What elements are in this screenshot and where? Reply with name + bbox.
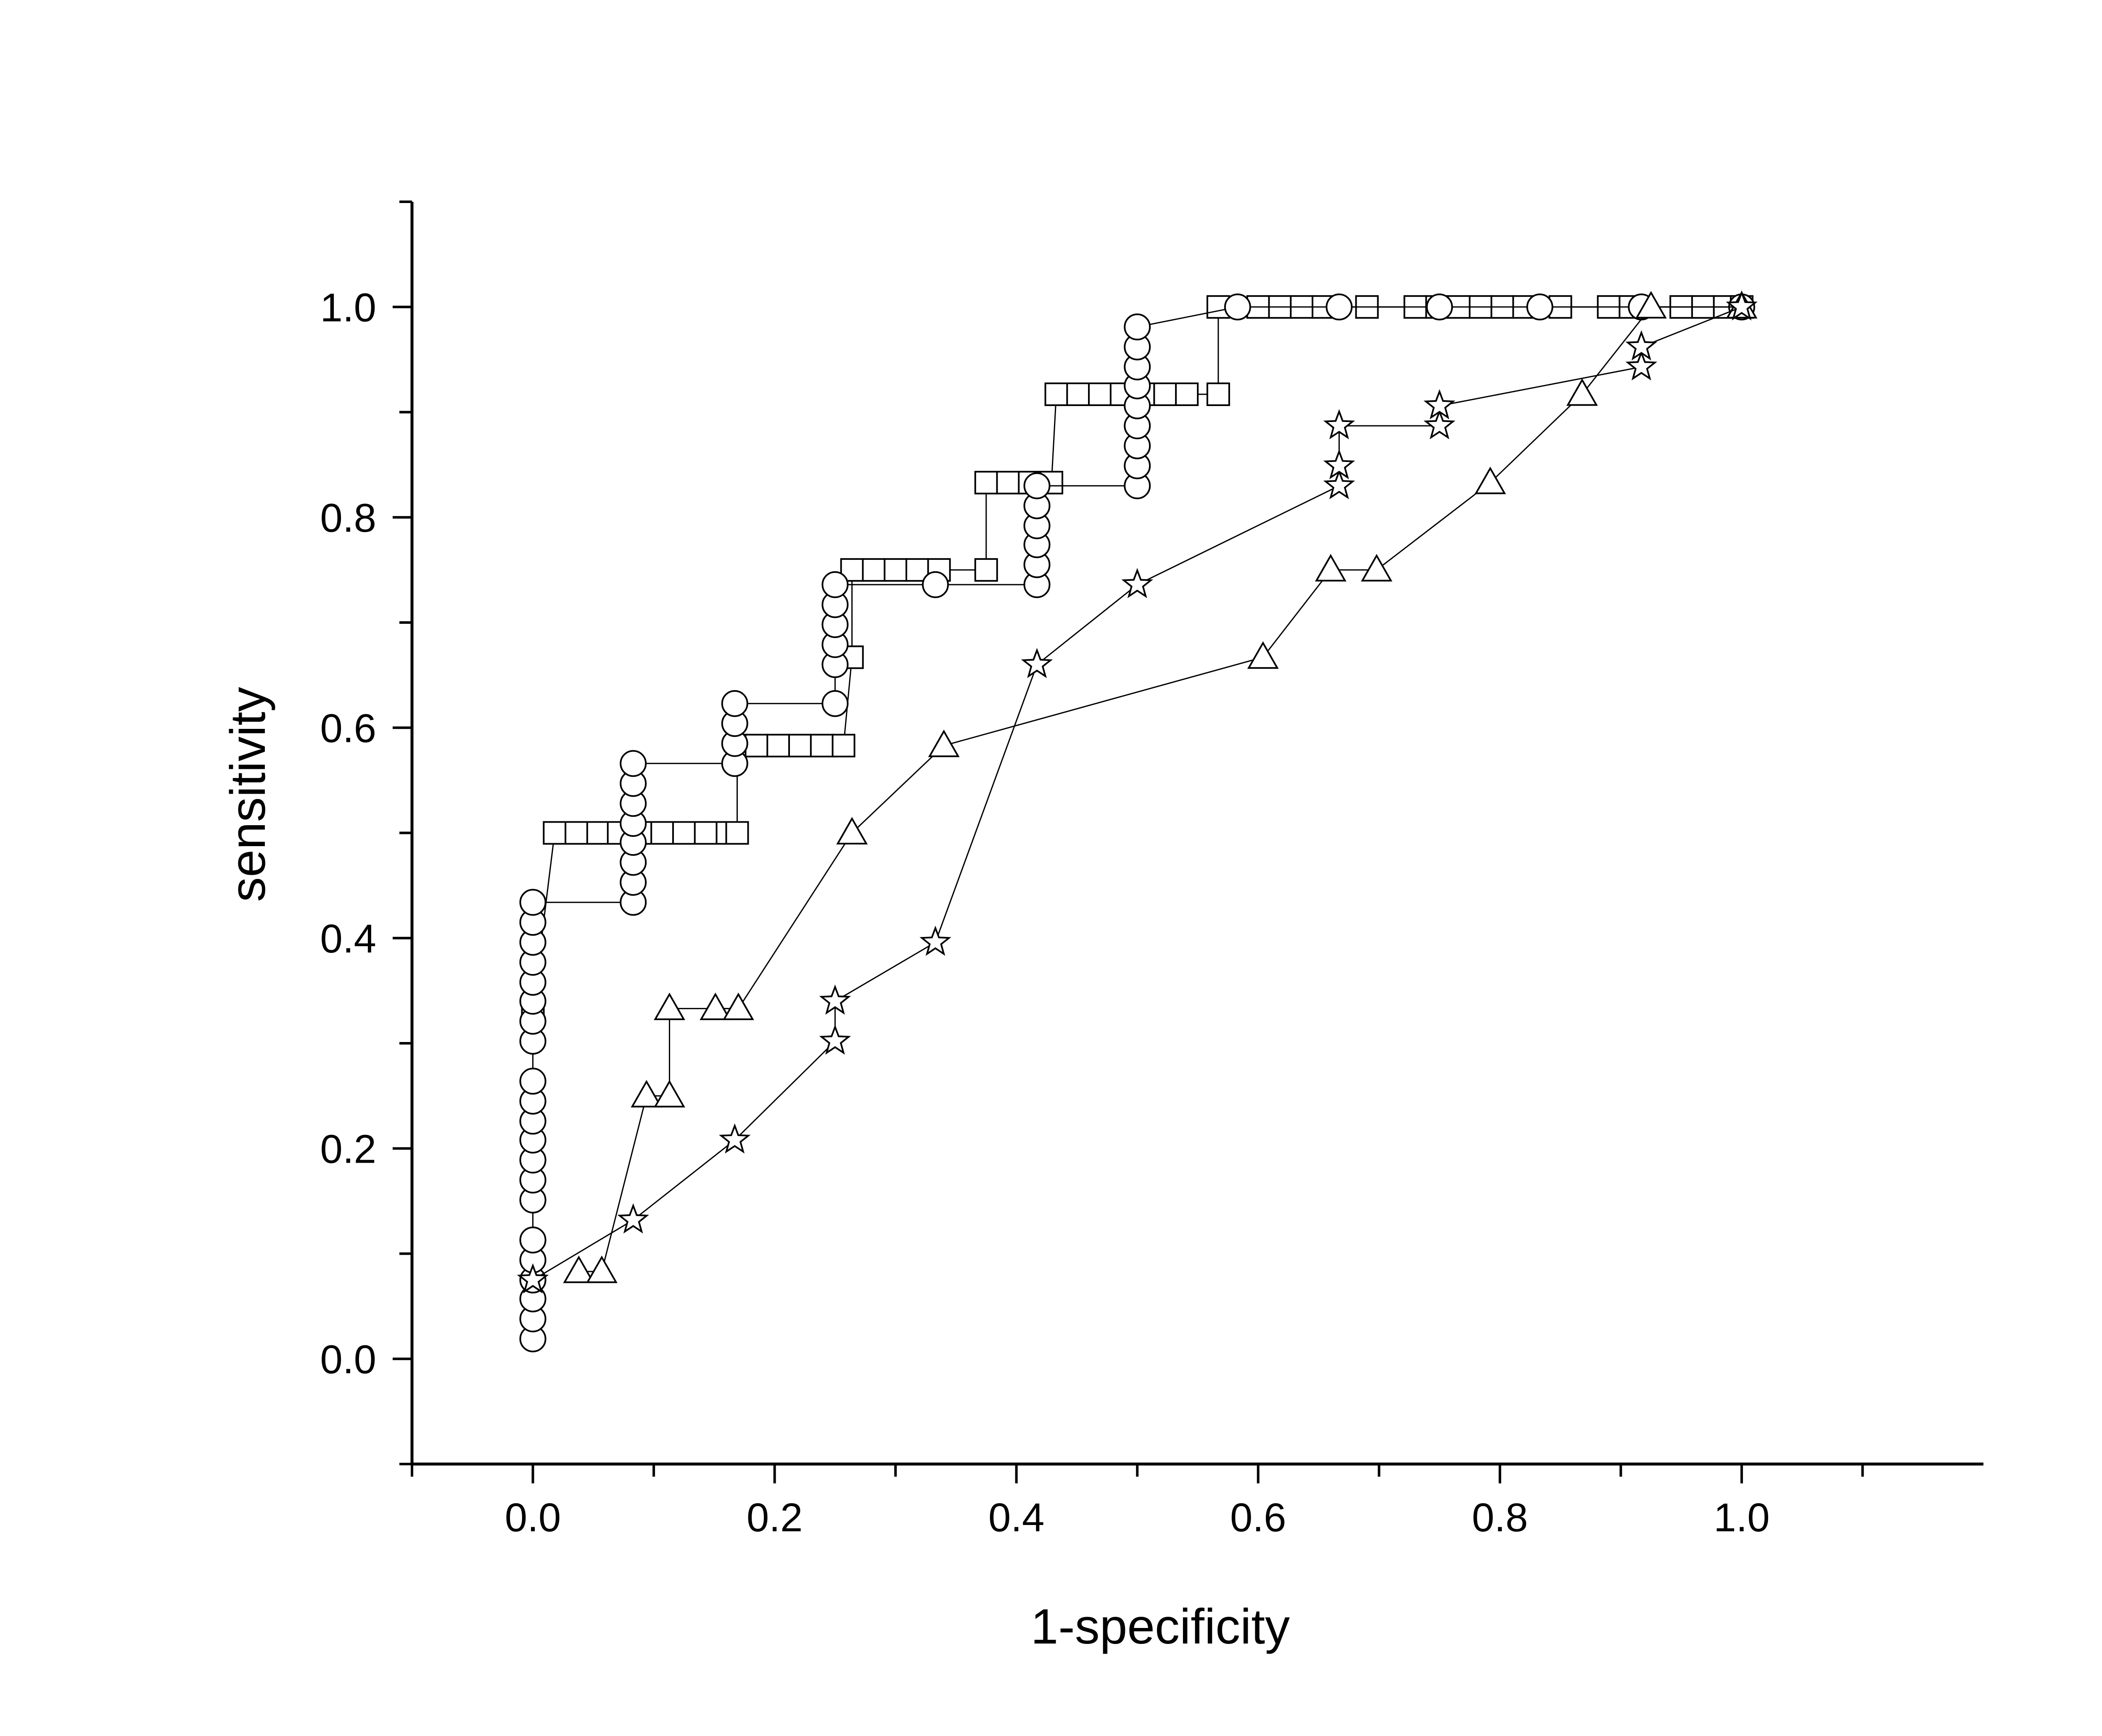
x-tick-label: 0.4 (988, 1495, 1044, 1540)
triangle-series-line (578, 306, 1742, 1272)
y-tick-label: 0.2 (320, 1127, 376, 1171)
axes: 0.0 0.2 0.4 0.6 0.8 1.0 0.0 0.2 0.4 0.6 0.8 1.0 (320, 201, 1983, 1540)
triangle-point (586, 1256, 618, 1283)
square-point (974, 471, 998, 495)
square-point (974, 558, 998, 582)
star-point (1323, 409, 1355, 440)
triangle-point (654, 1080, 685, 1108)
triangle-point (928, 729, 960, 757)
x-tick-label: 0.0 (505, 1495, 561, 1540)
x-axis-label: 1-specificity (1031, 1599, 1290, 1654)
square-point (1175, 382, 1199, 406)
triangle-point (1635, 291, 1667, 319)
square-point (884, 558, 908, 582)
square-point (672, 821, 696, 845)
star-point (1423, 409, 1455, 440)
y-tick-label: 0.4 (320, 916, 376, 961)
square-point (745, 733, 768, 757)
triangle-point (700, 992, 731, 1020)
triangle-point (1315, 554, 1347, 582)
square-point (862, 558, 886, 582)
plot-area (517, 290, 1758, 1353)
y-tick-label: 1.0 (320, 285, 376, 330)
x-tick-label: 0.6 (1230, 1495, 1286, 1540)
star-series-line (532, 306, 1742, 1281)
triangle-point (722, 992, 754, 1020)
star-point (1625, 330, 1658, 361)
x-tick-label: 0.2 (747, 1495, 803, 1540)
triangle-point (1566, 378, 1598, 406)
triangle-point (631, 1080, 663, 1108)
square-point (788, 733, 812, 757)
square-point (543, 821, 567, 845)
square-point (725, 821, 749, 845)
star-point (617, 1203, 649, 1234)
star-point (517, 1263, 549, 1294)
circle-point (922, 571, 949, 598)
star-point (819, 984, 851, 1015)
triangle-point (1247, 641, 1279, 669)
square-point (1153, 382, 1177, 406)
y-tick-label: 0.0 (320, 1337, 376, 1382)
square-point (565, 821, 589, 845)
circle-point (821, 690, 849, 717)
star-point (1726, 290, 1758, 321)
triangle-series (563, 291, 1758, 1283)
circle-point (1326, 293, 1353, 321)
square-point (766, 733, 790, 757)
circle-point (1023, 472, 1051, 499)
square-point (1206, 382, 1230, 406)
square-point (996, 471, 1020, 495)
square-point (810, 733, 834, 757)
star-point (819, 1024, 851, 1055)
star-point (1625, 350, 1658, 381)
square-point (586, 821, 610, 845)
circle-point (721, 690, 748, 717)
square-point (832, 733, 856, 757)
circle-point (620, 750, 647, 777)
triangle-point (1474, 467, 1506, 494)
y-tick-label: 0.6 (320, 706, 376, 751)
star-point (1423, 389, 1455, 419)
square-point (650, 821, 674, 845)
circle-point (519, 889, 547, 916)
star-point (1323, 449, 1355, 480)
triangle-point (654, 992, 685, 1020)
triangle-point (563, 1256, 595, 1283)
circle-point (1526, 293, 1553, 321)
star-point (1323, 469, 1355, 499)
x-tick-label: 1.0 (1714, 1495, 1769, 1540)
star-point (1021, 648, 1053, 678)
square-point (1044, 382, 1068, 406)
square-point (1066, 382, 1090, 406)
triangle-point (1361, 554, 1393, 582)
circle-point (1224, 293, 1251, 321)
star-point (718, 1123, 751, 1154)
circle-point (519, 1226, 547, 1253)
circle-point (519, 1068, 547, 1095)
x-tick-label: 0.8 (1472, 1495, 1528, 1540)
square-point (1088, 382, 1112, 406)
y-axis-label: sensitivity (220, 687, 276, 902)
triangle-point (836, 817, 868, 844)
y-tick-label: 0.8 (320, 496, 376, 541)
square-point (694, 821, 718, 845)
circle-point (821, 571, 849, 598)
circle-point (1426, 293, 1453, 321)
star-series (517, 290, 1758, 1294)
circle-point (1124, 313, 1151, 340)
star-point (919, 926, 951, 956)
star-point (1121, 568, 1154, 599)
